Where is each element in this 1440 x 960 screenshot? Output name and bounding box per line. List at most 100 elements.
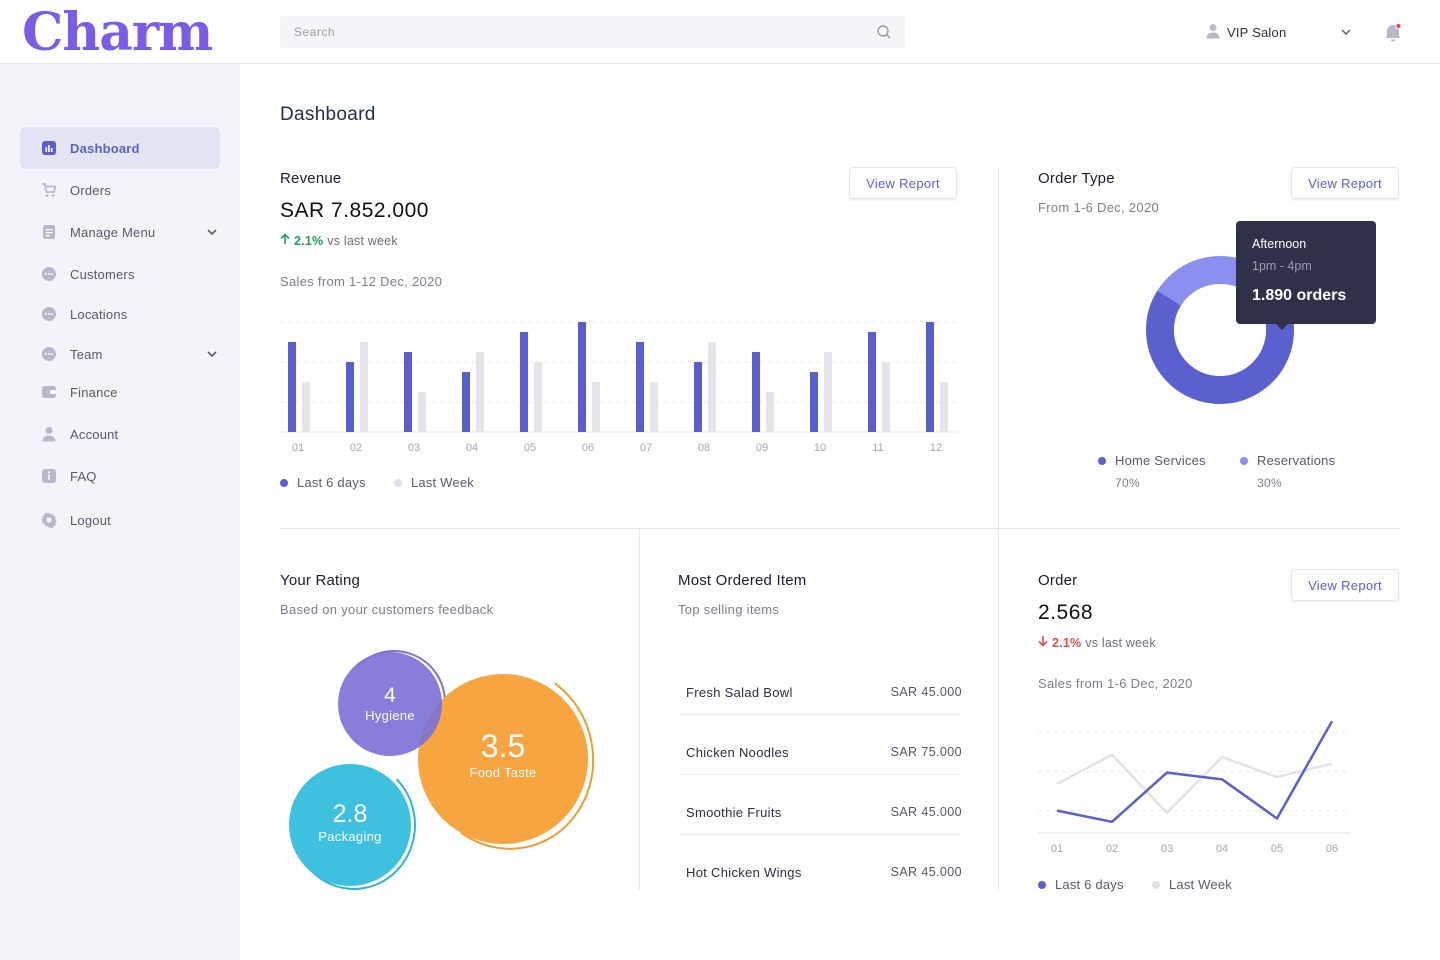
- legend-dot: [1240, 456, 1248, 465]
- x-tick-label: 05: [524, 442, 536, 454]
- sidebar-item-label: Orders: [70, 182, 111, 198]
- legend-label: Last Week: [411, 475, 474, 490]
- divider: [998, 168, 999, 528]
- sidebar-item-account[interactable]: Account: [20, 413, 220, 455]
- revenue-view-report-button[interactable]: View Report: [849, 167, 957, 199]
- item-price: SAR 45.000: [890, 685, 962, 699]
- bar-last-6-days: [288, 342, 296, 432]
- logo[interactable]: Charm: [22, 2, 213, 63]
- sidebar-item-dashboard[interactable]: Dashboard: [20, 127, 220, 169]
- x-tick-label: 09: [756, 442, 768, 454]
- x-tick-label: 02: [1106, 843, 1118, 855]
- chart-tooltip: Afternoon 1pm - 4pm 1.890 orders: [1236, 221, 1376, 330]
- sidebar-item-manage-menu[interactable]: Manage Menu: [20, 211, 220, 253]
- item-name: Hot Chicken Wings: [686, 865, 802, 880]
- search-icon[interactable]: [876, 24, 892, 40]
- chevron-down-icon[interactable]: [204, 224, 220, 240]
- order-title: Order: [1038, 572, 1078, 589]
- divider: [280, 528, 1400, 529]
- rating-label: Hygiene: [365, 708, 415, 723]
- sidebar-item-orders[interactable]: Orders: [20, 169, 220, 211]
- bar-last-week: [534, 362, 542, 432]
- legend-dot: [1098, 456, 1106, 465]
- sidebar-item-label: Customers: [70, 266, 135, 282]
- legend-label: Last 6 days: [1055, 877, 1124, 892]
- most-ordered-title: Most Ordered Item: [678, 572, 807, 589]
- wallet-icon: [41, 384, 57, 400]
- x-tick-label: 11: [872, 442, 883, 454]
- revenue-delta: 2.1% vs last week: [280, 233, 398, 248]
- rating-value: 2.8: [332, 800, 368, 828]
- tooltip-title: Afternoon: [1252, 237, 1307, 251]
- legend-home-services: Home Services: [1098, 453, 1206, 468]
- tooltip-time: 1pm - 4pm: [1252, 259, 1312, 273]
- chat-icon: [41, 306, 57, 322]
- item-name: Fresh Salad Bowl: [686, 685, 793, 700]
- x-tick-label: 01: [292, 442, 304, 454]
- chevron-down-icon[interactable]: [1338, 24, 1354, 45]
- chevron-down-icon[interactable]: [204, 346, 220, 362]
- chat-icon: [41, 266, 57, 282]
- sidebar-item-locations[interactable]: Locations: [20, 293, 220, 335]
- tooltip-value: 1.890 orders: [1252, 287, 1347, 304]
- user-name: VIP Salon: [1227, 25, 1287, 40]
- arrow-down-icon: [1038, 635, 1048, 650]
- order-value: 2.568: [1038, 601, 1094, 624]
- sidebar-item-label: FAQ: [70, 468, 97, 484]
- item-name: Chicken Noodles: [686, 745, 789, 760]
- rating-label: Food Taste: [469, 765, 537, 780]
- bar-last-6-days: [520, 332, 528, 432]
- rating-value: 4: [384, 684, 396, 707]
- sidebar-item-faq[interactable]: FAQ: [20, 455, 220, 497]
- sidebar-item-logout[interactable]: Logout: [20, 499, 220, 541]
- bar-last-6-days: [404, 352, 412, 432]
- x-tick-label: 08: [698, 442, 710, 454]
- revenue-delta-value: 2.1%: [294, 233, 324, 248]
- x-tick-label: 03: [1161, 843, 1173, 855]
- x-tick-label: 05: [1271, 843, 1283, 855]
- legend-last-week: Last Week: [1152, 877, 1232, 892]
- sidebar-item-finance[interactable]: Finance: [20, 371, 220, 413]
- search-input[interactable]: [280, 16, 905, 48]
- list-item[interactable]: Chicken Noodles SAR 75.000: [678, 715, 962, 775]
- chat-icon: [41, 346, 57, 362]
- x-tick-label: 07: [640, 442, 652, 454]
- rating-bubble-food-taste: 3.5 Food Taste: [418, 674, 588, 844]
- bell-icon[interactable]: [1384, 22, 1402, 42]
- sidebar-item-label: Dashboard: [70, 140, 140, 156]
- x-tick-label: 06: [582, 442, 594, 454]
- bar-last-week: [592, 382, 600, 432]
- list-item[interactable]: Hot Chicken Wings SAR 45.000: [678, 835, 962, 895]
- revenue-sales-range: Sales from 1-12 Dec, 2020: [280, 274, 443, 289]
- packaging-ring: [292, 760, 416, 890]
- bar-last-week: [360, 342, 368, 432]
- legend-last-week: Last Week: [394, 475, 474, 490]
- bar-last-6-days: [694, 362, 702, 432]
- order-delta-value: 2.1%: [1052, 635, 1082, 650]
- cart-icon: [41, 182, 57, 198]
- legend-label: Home Services: [1115, 453, 1206, 468]
- sidebar: Charm Dashboard Orders Manage Menu: [0, 0, 240, 960]
- sidebar-item-label: Finance: [70, 384, 118, 400]
- revenue-value: SAR 7.852.000: [280, 199, 429, 222]
- list-item[interactable]: Fresh Salad Bowl SAR 45.000: [678, 655, 962, 715]
- order-delta-text: vs last week: [1085, 635, 1156, 650]
- bar-last-6-days: [752, 352, 760, 432]
- sidebar-item-label: Team: [70, 346, 103, 362]
- legend-label: Reservations: [1257, 453, 1336, 468]
- arrow-up-icon: [280, 233, 290, 248]
- rating-value: 3.5: [480, 728, 526, 764]
- sidebar-item-customers[interactable]: Customers: [20, 253, 220, 295]
- sidebar-item-label: Locations: [70, 306, 128, 322]
- line-last-week: [1056, 753, 1333, 815]
- order-view-report-button[interactable]: View Report: [1291, 569, 1399, 601]
- tooltip-arrow: [1276, 324, 1288, 330]
- bar-last-week: [940, 382, 948, 432]
- legend-label: Last Week: [1169, 877, 1232, 892]
- order-type-view-report-button[interactable]: View Report: [1291, 167, 1399, 199]
- sidebar-item-team[interactable]: Team: [20, 333, 220, 375]
- page-title: Dashboard: [280, 104, 376, 125]
- gear-icon: [41, 512, 57, 528]
- rating-bubble-packaging: 2.8 Packaging: [289, 764, 411, 886]
- list-item[interactable]: Smoothie Fruits SAR 45.000: [678, 775, 962, 835]
